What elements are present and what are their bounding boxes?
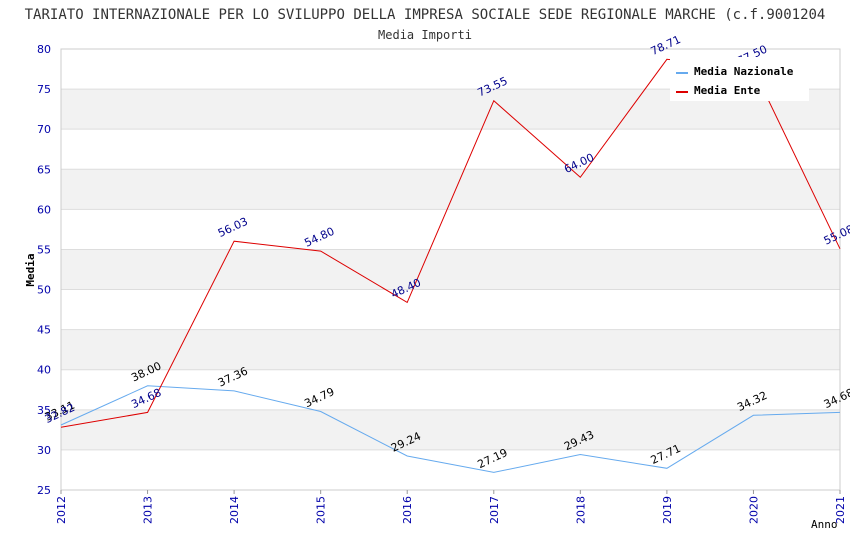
x-tick-label: 2014	[228, 496, 241, 524]
legend-background	[670, 57, 809, 101]
y-tick-label: 50	[37, 284, 51, 297]
y-tick-label: 75	[37, 83, 51, 96]
x-tick-label: 2021	[834, 496, 847, 524]
series-line-media-nazionale	[60, 385, 841, 473]
background-band	[61, 129, 840, 170]
chart-title: TARIATO INTERNAZIONALE PER LO SVILUPPO D…	[25, 7, 826, 23]
plot-background-bands	[61, 49, 840, 490]
y-tick-label: 60	[37, 203, 51, 216]
x-tick-label: 2020	[747, 496, 760, 524]
y-axis-ticks: 25 30 35 40 45 50 55 60 65 70 75 80	[37, 43, 51, 497]
y-tick-label: 70	[37, 123, 51, 136]
background-band	[61, 449, 840, 490]
background-band	[61, 249, 840, 290]
x-tick-label: 2016	[401, 496, 414, 524]
x-tick-label: 2013	[142, 496, 155, 524]
legend-label-media-ente: Media Ente	[694, 84, 761, 97]
background-band	[61, 289, 840, 330]
background-band	[61, 409, 840, 450]
y-tick-label: 35	[37, 404, 51, 417]
background-band	[61, 209, 840, 250]
x-tick-label: 2017	[488, 496, 501, 524]
y-tick-label: 30	[37, 444, 51, 457]
x-axis-ticks: 2012 2013 2014 2015 2016 2017 2018 2019 2020 2021	[55, 490, 847, 524]
y-tick-label: 25	[37, 484, 51, 497]
y-axis-label: Media	[24, 253, 37, 286]
x-tick-label: 2018	[574, 496, 587, 524]
background-band	[61, 169, 840, 210]
y-tick-label: 45	[37, 324, 51, 337]
x-tick-label: 2015	[315, 496, 328, 524]
y-tick-label: 40	[37, 364, 51, 377]
background-band	[61, 369, 840, 410]
y-tick-label: 55	[37, 243, 51, 256]
x-tick-label: 2019	[661, 496, 674, 524]
y-tick-label: 65	[37, 163, 51, 176]
x-tick-label: 2012	[55, 496, 68, 524]
legend-label-media-nazionale: Media Nazionale	[694, 65, 794, 78]
chart-subtitle: Media Importi	[378, 28, 472, 42]
background-band	[61, 329, 840, 370]
y-tick-label: 80	[37, 43, 51, 56]
x-axis-label: Anno	[811, 518, 838, 531]
legend: Media Nazionale Media Ente	[670, 57, 809, 101]
plot-frame	[60, 48, 841, 491]
